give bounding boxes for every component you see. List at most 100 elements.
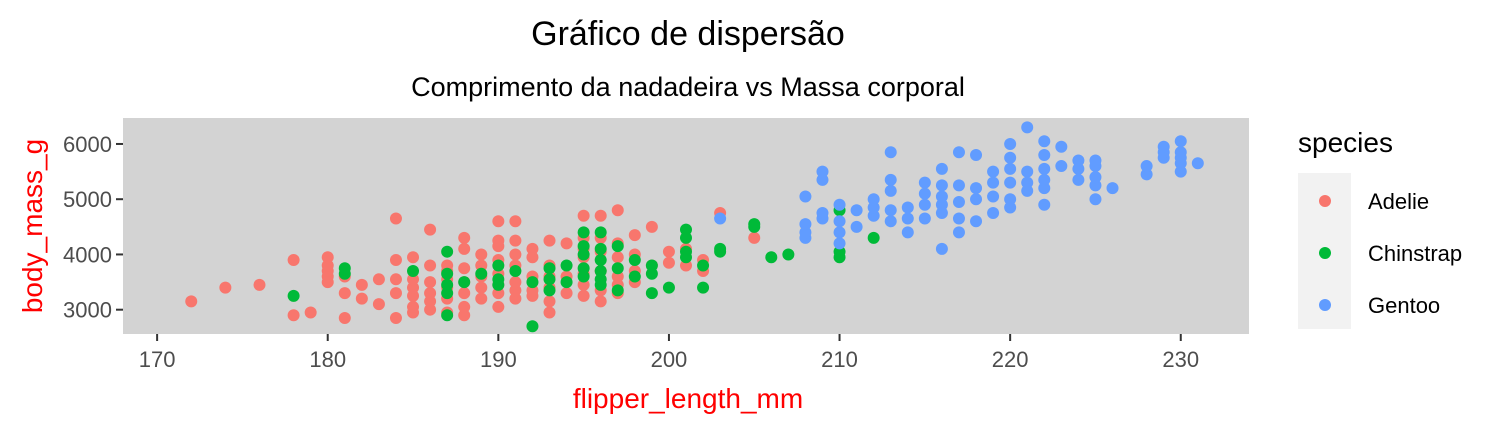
point-chinstrap — [697, 259, 710, 272]
point-gentoo — [1174, 146, 1187, 159]
point-adelie — [748, 231, 761, 244]
legend-label-chinstrap: Chinstrap — [1368, 241, 1462, 266]
point-gentoo — [816, 173, 829, 186]
legend-label-adelie: Adelie — [1368, 189, 1429, 214]
point-gentoo — [799, 226, 812, 239]
point-gentoo — [1140, 160, 1153, 173]
point-chinstrap — [833, 245, 846, 258]
point-adelie — [492, 300, 505, 313]
point-gentoo — [1038, 198, 1051, 211]
y-tick-label: 3000 — [63, 298, 112, 323]
point-adelie — [611, 251, 624, 264]
x-tick-label: 170 — [139, 347, 176, 372]
point-adelie — [577, 289, 590, 302]
point-gentoo — [935, 198, 948, 211]
x-tick-label: 220 — [992, 347, 1029, 372]
point-adelie — [321, 251, 334, 264]
x-tick-label: 200 — [651, 347, 688, 372]
point-gentoo — [970, 149, 983, 162]
point-gentoo — [901, 226, 914, 239]
point-chinstrap — [680, 231, 692, 244]
point-adelie — [424, 287, 437, 300]
point-chinstrap — [611, 284, 624, 297]
point-adelie — [492, 234, 505, 247]
point-gentoo — [1055, 160, 1068, 173]
point-gentoo — [1089, 193, 1102, 206]
point-chinstrap — [765, 251, 778, 264]
point-gentoo — [884, 173, 897, 186]
point-gentoo — [1038, 162, 1051, 175]
point-gentoo — [1021, 176, 1034, 189]
point-adelie — [287, 309, 300, 322]
point-gentoo — [1072, 154, 1085, 167]
point-chinstrap — [475, 267, 488, 280]
point-adelie — [389, 273, 402, 286]
point-gentoo — [918, 176, 931, 189]
point-chinstrap — [543, 262, 556, 275]
point-gentoo — [1072, 173, 1085, 186]
point-gentoo — [1038, 135, 1051, 148]
point-adelie — [458, 262, 471, 275]
point-adelie — [407, 273, 420, 286]
point-adelie — [526, 284, 539, 297]
point-gentoo — [799, 190, 812, 203]
point-adelie — [594, 209, 607, 222]
point-gentoo — [987, 207, 1000, 220]
point-chinstrap — [441, 267, 454, 280]
chart-subtitle: Comprimento da nadadeira vs Massa corpor… — [411, 72, 965, 102]
point-adelie — [407, 251, 420, 264]
point-adelie — [424, 303, 437, 316]
point-gentoo — [816, 207, 829, 220]
point-adelie — [424, 276, 437, 289]
point-adelie — [458, 287, 471, 300]
point-adelie — [526, 242, 539, 255]
legend-key-chinstrap — [1319, 247, 1331, 259]
point-adelie — [253, 278, 266, 291]
point-chinstrap — [645, 259, 658, 272]
point-adelie — [509, 215, 522, 228]
point-gentoo — [850, 220, 863, 233]
x-tick-label: 210 — [821, 347, 858, 372]
point-adelie — [372, 273, 385, 286]
point-adelie — [509, 276, 522, 289]
legend-key-gentoo — [1319, 299, 1331, 311]
point-gentoo — [1021, 184, 1034, 197]
point-chinstrap — [594, 253, 607, 266]
point-gentoo — [1038, 182, 1051, 195]
y-tick-label: 5000 — [63, 187, 112, 212]
point-adelie — [662, 245, 675, 258]
point-adelie — [389, 287, 402, 300]
point-gentoo — [901, 201, 914, 214]
point-adelie — [321, 259, 334, 272]
point-gentoo — [1004, 151, 1017, 164]
point-gentoo — [918, 212, 931, 225]
point-adelie — [645, 220, 658, 233]
point-gentoo — [1106, 182, 1119, 195]
point-adelie — [594, 295, 607, 308]
point-gentoo — [935, 242, 948, 255]
point-gentoo — [1089, 171, 1102, 184]
point-chinstrap — [628, 253, 641, 266]
point-adelie — [355, 278, 368, 291]
point-adelie — [389, 311, 402, 324]
point-chinstrap — [645, 287, 658, 300]
point-gentoo — [952, 212, 965, 225]
point-adelie — [611, 270, 624, 283]
point-gentoo — [1174, 135, 1187, 148]
point-gentoo — [952, 146, 965, 159]
point-chinstrap — [441, 278, 454, 291]
point-gentoo — [1140, 168, 1153, 181]
point-adelie — [475, 281, 488, 294]
point-gentoo — [1004, 193, 1017, 206]
point-adelie — [458, 300, 471, 313]
point-adelie — [407, 289, 420, 302]
point-gentoo — [1089, 179, 1102, 192]
point-gentoo — [867, 201, 880, 214]
point-adelie — [509, 234, 522, 247]
point-adelie — [543, 234, 556, 247]
point-gentoo — [1021, 121, 1034, 134]
point-adelie — [577, 278, 590, 291]
point-chinstrap — [577, 240, 590, 253]
point-adelie — [441, 259, 454, 272]
